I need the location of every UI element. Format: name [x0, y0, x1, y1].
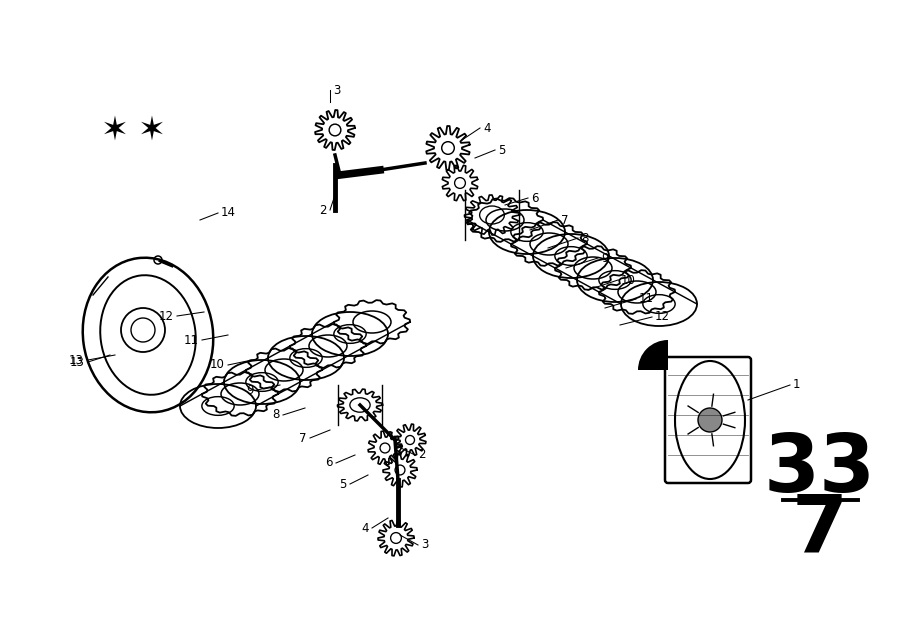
Text: 3: 3 — [421, 538, 428, 552]
Text: 12: 12 — [655, 311, 670, 323]
Wedge shape — [638, 340, 668, 370]
Text: 9: 9 — [601, 251, 608, 265]
Text: 33: 33 — [764, 431, 876, 509]
Text: 4: 4 — [362, 521, 369, 535]
Text: 11: 11 — [639, 293, 654, 305]
Text: 8: 8 — [581, 232, 589, 244]
FancyBboxPatch shape — [665, 357, 751, 483]
Text: 11: 11 — [184, 333, 199, 347]
Text: 2: 2 — [320, 203, 327, 217]
Text: 1: 1 — [793, 378, 800, 392]
Text: 8: 8 — [273, 408, 280, 422]
Text: 10: 10 — [621, 274, 636, 286]
Text: 7: 7 — [561, 213, 569, 227]
Text: 7: 7 — [792, 491, 848, 569]
Text: 6: 6 — [326, 457, 333, 469]
Text: 10: 10 — [210, 359, 225, 371]
Text: 12: 12 — [159, 309, 174, 323]
Text: 13: 13 — [70, 356, 85, 368]
Text: 5: 5 — [498, 144, 506, 156]
Text: 14: 14 — [221, 206, 236, 220]
Text: 5: 5 — [339, 478, 347, 490]
Text: 2: 2 — [418, 448, 426, 462]
Text: 3: 3 — [333, 83, 340, 97]
Text: ✶: ✶ — [101, 114, 129, 147]
Text: 6: 6 — [531, 192, 538, 204]
Text: 4: 4 — [483, 121, 490, 135]
Text: 13: 13 — [69, 354, 84, 366]
Text: 7: 7 — [300, 432, 307, 444]
Circle shape — [698, 408, 722, 432]
Text: 9: 9 — [247, 384, 254, 396]
Text: ✶: ✶ — [138, 114, 166, 147]
